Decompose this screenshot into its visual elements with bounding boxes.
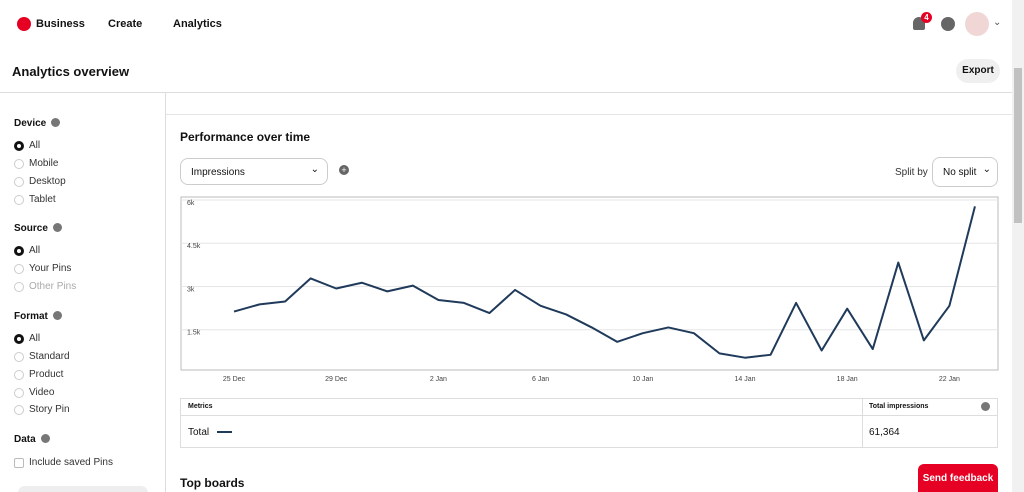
y-tick-label: 3k (187, 286, 195, 293)
row-label: Total (188, 427, 210, 438)
radio[interactable] (14, 334, 24, 344)
account-chevron[interactable]: ⌄ (993, 17, 1002, 28)
filter-option[interactable]: All (29, 140, 41, 151)
feedback-button[interactable]: Send feedback (918, 464, 998, 492)
info-icon[interactable] (981, 402, 990, 411)
split-select-text: No split (943, 167, 977, 178)
series-line (233, 206, 976, 359)
x-tick-label: 14 Jan (734, 376, 755, 383)
page-title: Analytics overview (12, 64, 130, 79)
y-tick-label: 4.5k (187, 243, 201, 250)
x-tick-label: 29 Dec (325, 376, 348, 383)
checkbox-label[interactable]: Include saved Pins (29, 457, 113, 468)
x-tick-label: 10 Jan (632, 376, 653, 383)
metric-select[interactable]: Impressions ⌄ (180, 158, 328, 185)
main-divider (166, 114, 1012, 115)
filter-option[interactable]: All (29, 245, 41, 256)
export-button[interactable]: Export (956, 59, 1000, 83)
filter-option[interactable]: Video (29, 387, 55, 398)
table-col-divider (862, 398, 863, 448)
filter-title: Source (14, 223, 62, 234)
radio[interactable] (14, 352, 24, 362)
total-value: 61,364 (869, 427, 900, 438)
filter-option[interactable]: Your Pins (29, 263, 72, 274)
filter-title: Format (14, 311, 62, 322)
radio[interactable] (14, 141, 24, 151)
split-select[interactable]: No split ⌄ (932, 157, 998, 187)
legend-swatch (217, 431, 232, 433)
section-title: Performance over time (180, 130, 311, 144)
chevron: ⌄ (310, 164, 319, 175)
filter-option[interactable]: Product (29, 369, 64, 380)
y-tick-label: 6k (187, 200, 195, 207)
info-icon[interactable] (40, 434, 50, 443)
scrollbar-thumb[interactable] (1014, 68, 1022, 223)
filter-option[interactable]: Story Pin (29, 404, 70, 415)
table-header: Metrics (188, 403, 213, 410)
radio[interactable] (14, 177, 24, 187)
info-icon[interactable] (51, 118, 61, 127)
info-icon[interactable] (52, 223, 62, 232)
nav-business[interactable]: Business (36, 18, 85, 30)
filter-option[interactable]: Desktop (29, 176, 66, 187)
filter-option[interactable]: Standard (29, 351, 70, 362)
radio[interactable] (14, 264, 24, 274)
x-tick-label: 2 Jan (430, 376, 447, 383)
filter-title: Data (14, 434, 50, 445)
sidebar-divider (165, 93, 166, 492)
filter-option[interactable]: Mobile (29, 158, 59, 169)
nav-create[interactable]: Create (108, 18, 143, 30)
radio[interactable] (14, 370, 24, 380)
filter-title: Device (14, 118, 61, 129)
filter-option[interactable]: Tablet (29, 194, 56, 205)
x-tick-label: 25 Dec (223, 376, 246, 383)
metric-select-text: Impressions (191, 167, 245, 178)
notification-badge: 4 (921, 12, 932, 23)
next-section-title: Top boards (180, 476, 245, 490)
logo[interactable] (17, 17, 31, 31)
split-label: Split by (895, 167, 928, 178)
plot-frame (180, 196, 999, 371)
checkbox[interactable] (14, 458, 24, 468)
radio[interactable] (14, 195, 24, 205)
header-divider (0, 92, 1012, 93)
sidebar-pill[interactable] (18, 486, 148, 492)
radio[interactable] (14, 159, 24, 169)
table-header-divider (180, 415, 998, 416)
info-icon[interactable] (52, 311, 62, 320)
nav-analytics[interactable]: Analytics (173, 18, 222, 30)
filter-option: Other Pins (29, 281, 77, 292)
radio[interactable] (14, 388, 24, 398)
radio (14, 282, 24, 292)
add-metric[interactable]: + (339, 165, 349, 175)
x-tick-label: 22 Jan (939, 376, 960, 383)
filter-option[interactable]: All (29, 333, 41, 344)
radio[interactable] (14, 405, 24, 415)
chevron: ⌄ (982, 164, 991, 175)
messages-icon[interactable] (941, 17, 955, 31)
table-header: Total impressions (869, 403, 929, 410)
metrics-table (180, 398, 998, 448)
x-tick-label: 18 Jan (837, 376, 858, 383)
y-tick-label: 1.5k (187, 330, 201, 337)
x-tick-label: 6 Jan (532, 376, 549, 383)
radio[interactable] (14, 246, 24, 256)
avatar[interactable] (965, 12, 989, 36)
